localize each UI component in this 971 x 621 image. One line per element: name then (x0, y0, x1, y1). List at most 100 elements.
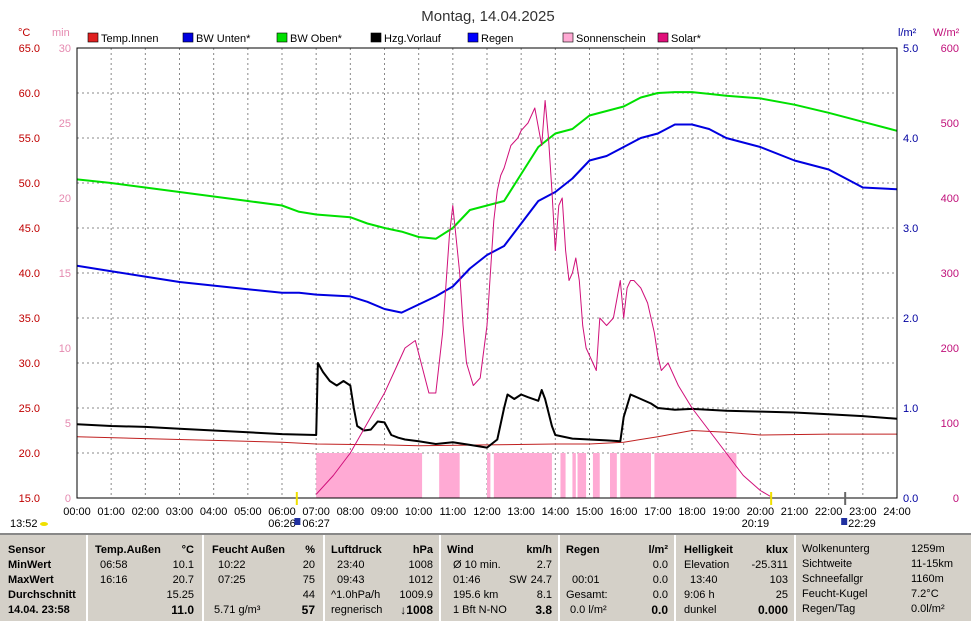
x-tick-label: 24:00 (883, 506, 911, 518)
humidity-max-value: 75 (302, 574, 315, 586)
y-tick-temp: 35.0 (19, 313, 40, 325)
humidity-min-time: 10:22 (218, 559, 246, 571)
x-tick-label: 14:00 (542, 506, 570, 518)
rain-unit-label: l/m² (898, 27, 917, 39)
series-line-solar (315, 100, 771, 497)
x-tick-label: 20:00 (747, 506, 775, 518)
y-tick-rain: 2.0 (903, 313, 918, 325)
wind-current-value: 3.8 (535, 603, 552, 617)
sunshine-bars (316, 453, 737, 498)
rain-total-value: 0.0 (652, 589, 668, 601)
temp-current-value: 11.0 (171, 603, 194, 617)
cloud-base-value: 1259m (911, 543, 945, 555)
x-tick-label: 23:00 (849, 506, 877, 518)
grid (77, 48, 897, 498)
visibility-label: Sichtweite (802, 558, 853, 570)
x-tick-label: 05:00 (234, 506, 262, 518)
x-tick-label: 16:00 (610, 506, 638, 518)
snowline-label: Schneefallgr (802, 573, 864, 585)
wind-bft: 1 Bft N-NO (453, 604, 507, 616)
humidity-unit: % (305, 544, 315, 556)
wind-avg-value: 2.7 (536, 559, 552, 571)
y-tick-rain: 0.0 (903, 493, 918, 505)
y-tick-solar: 200 (941, 343, 959, 355)
stats-col-sensor: Sensor MinWert MaxWert Durchschnitt 14.0… (0, 535, 88, 621)
rain-current-value: 0.0 (651, 603, 668, 617)
y-tick-temp: 30.0 (19, 358, 40, 370)
x-tick-label: 17:00 (644, 506, 672, 518)
legend-label: Temp.Innen (101, 33, 158, 45)
x-tick-label: 10:00 (405, 506, 433, 518)
sunshine-bar (493, 453, 552, 498)
y-tick-solar: 300 (941, 268, 959, 280)
x-tick-label: 22:00 (815, 506, 843, 518)
weather-chart: Montag, 14.04.2025 °C min l/m² W/m² Temp… (10, 8, 960, 530)
legend-swatch (87, 32, 99, 43)
humidity-min-value: 20 (302, 559, 315, 571)
rain-total-label: Gesamt: (566, 589, 608, 601)
moonset-icon (841, 518, 848, 525)
rain-per-day-value: 0.0l/m² (911, 603, 945, 615)
temp-header: Temp.Außen (95, 544, 161, 556)
brightness-unit: klux (765, 544, 788, 556)
pressure-current-value: ↓1008 (400, 603, 433, 617)
y-tick-solar: 0 (953, 493, 959, 505)
humidity-abs: 5.71 g/m³ (214, 604, 261, 616)
wind-max-value: 24.7 (530, 574, 552, 586)
moon-icon (40, 522, 48, 526)
visibility-value: 11-15km (911, 558, 953, 570)
sensor-row-max: MaxWert (8, 574, 54, 586)
legend-label: Hzg.Vorlauf (384, 33, 442, 45)
legend-swatch (370, 32, 382, 43)
sunrise-time: 06:26 (268, 518, 296, 530)
sunshine-bar (560, 453, 566, 498)
sunshine-bar (620, 453, 651, 498)
legend-swatch (182, 32, 194, 43)
y-tick-rain: 1.0 (903, 403, 918, 415)
temp-max-time: 16:16 (100, 574, 128, 586)
x-tick-label: 13:00 (507, 506, 535, 518)
pressure-header: Luftdruck (331, 544, 382, 556)
brightness-state: dunkel (684, 604, 717, 616)
pressure-min-value: 1008 (408, 559, 433, 571)
humidity-header: Feucht Außen (212, 544, 285, 556)
brightness-avg-value: 25 (775, 589, 788, 601)
chart-title: Montag, 14.04.2025 (421, 8, 554, 25)
cloud-base-label: Wolkenunterg (802, 543, 870, 555)
sunshine-bar (439, 453, 460, 498)
stats-col-pressure: Luftdruck hPa 23:40 1008 09:43 1012 ^1.0hPa… (325, 535, 441, 621)
x-tick-label: 19:00 (712, 506, 740, 518)
x-tick-label: 00:00 (63, 506, 91, 518)
sensor-row-min: MinWert (8, 559, 52, 571)
solar-unit-label: W/m² (933, 27, 960, 39)
wind-max-time: 01:46 (453, 574, 481, 586)
legend-swatch (467, 32, 479, 43)
brightness-max-value: 103 (769, 574, 788, 586)
legend-swatch (657, 32, 669, 43)
pressure-forecast: regnerisch (331, 604, 383, 616)
series-line-bw-oben (76, 91, 898, 240)
sensor-row-avg: Durchschnitt (8, 589, 76, 601)
series-line-hzg-vorlauf (76, 362, 898, 449)
series-lines (76, 91, 898, 497)
rain-day-sum: 0.0 l/m² (570, 604, 607, 616)
y-tick-temp: 50.0 (19, 178, 40, 190)
y-tick-rain: 3.0 (903, 223, 918, 235)
wind-max-dir: SW (509, 574, 527, 586)
sensor-header: Sensor (8, 544, 46, 556)
stats-col-rain: Regen l/m² 0.0 00:01 0.0 Gesamt: 0.0 0.0 l/… (560, 535, 676, 621)
pressure-avg-value: 1009.9 (399, 589, 433, 601)
wind-unit: km/h (526, 544, 552, 556)
legend-swatch (562, 32, 574, 43)
pressure-max-time: 09:43 (337, 574, 365, 586)
stats-col-extra: Wolkenunterg 1259m Sichtweite 11-15km Schn… (796, 535, 971, 621)
x-tick-label: 08:00 (337, 506, 365, 518)
sunshine-bar (654, 453, 737, 498)
x-tick-label: 01:00 (97, 506, 125, 518)
moonset-time: 22:29 (848, 518, 876, 530)
sunshine-bar (487, 453, 491, 498)
moon-time-left: 13:52 (10, 518, 38, 530)
temp-avg-value: 15.25 (166, 589, 194, 601)
sunshine-bar (572, 453, 576, 498)
plot-frame (76, 47, 898, 499)
